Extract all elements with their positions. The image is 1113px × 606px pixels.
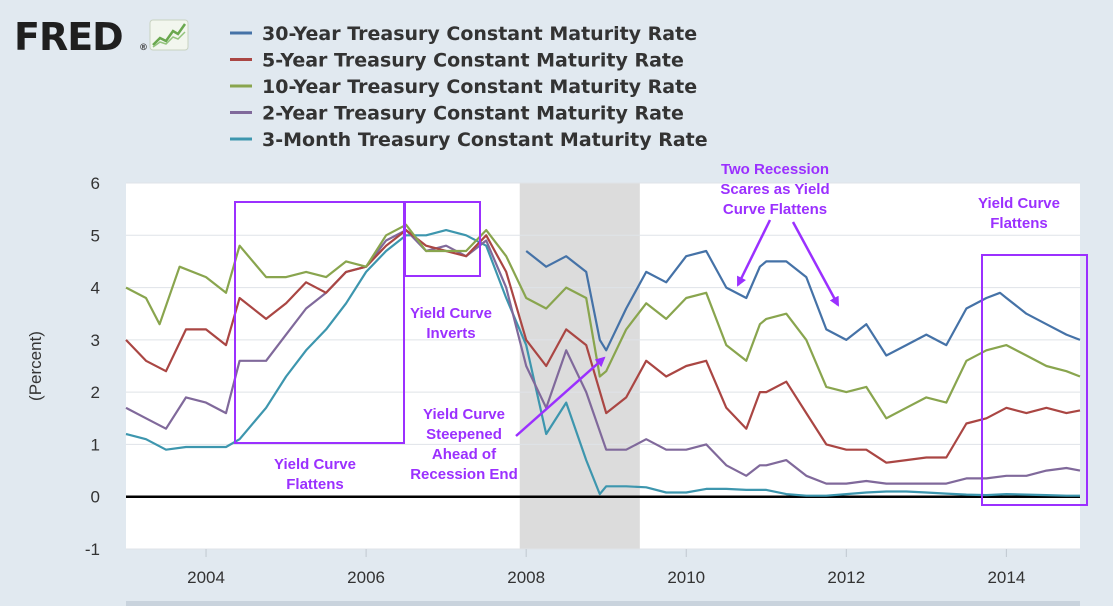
legend-item: 5-Year Treasury Constant Maturity Rate xyxy=(262,50,684,72)
flatten-box-left xyxy=(234,201,405,444)
annotation-line: Ahead of xyxy=(432,446,497,463)
series-line-three-month xyxy=(125,229,1080,497)
annotation-line: Yield Curve xyxy=(274,456,356,473)
x-axis: 2004 2006 2008 2010 2012 2014 xyxy=(187,549,1025,587)
annotation-line: Flattens xyxy=(286,476,344,493)
series-line-two-year xyxy=(125,229,1081,485)
annotation-line: Flattens xyxy=(990,215,1048,232)
series-line-five-year xyxy=(125,229,1081,464)
annotation-line: Yield Curve xyxy=(410,305,492,322)
logo-registered: ® xyxy=(139,43,148,53)
series-layer xyxy=(125,223,1081,497)
scare-arrow-right xyxy=(791,221,840,307)
fred-logo: FRED ® xyxy=(14,15,189,59)
scare-arrow-left xyxy=(736,219,772,287)
annotation-inverts: Yield Curve Inverts xyxy=(410,305,492,342)
annotation-line: Yield Curve xyxy=(423,406,505,423)
annotation-line: Recession End xyxy=(410,466,518,483)
y-axis: 6 5 4 3 2 1 0 -1 xyxy=(85,174,100,559)
y-tick-label: 2 xyxy=(91,383,100,402)
annotation-line: Steepened xyxy=(426,426,502,443)
annotation-line: Yield Curve xyxy=(978,195,1060,212)
legend: 30-Year Treasury Constant Maturity Rate 5… xyxy=(230,23,708,151)
steepened-arrow xyxy=(515,356,606,437)
logo-text: FRED xyxy=(14,15,123,59)
x-tick-label: 2004 xyxy=(187,568,225,587)
legend-item: 3-Month Treasury Constant Maturity Rate xyxy=(262,129,708,151)
flatten-box-right xyxy=(981,254,1088,506)
y-tick-label: 5 xyxy=(91,226,100,245)
x-tick-label: 2010 xyxy=(667,568,705,587)
annotation-line: Scares as Yield xyxy=(720,181,829,198)
y-tick-label: 4 xyxy=(91,279,100,298)
y-tick-label: 6 xyxy=(91,174,100,193)
navigator-strip[interactable] xyxy=(126,601,1080,606)
x-tick-label: 2012 xyxy=(827,568,865,587)
x-tick-label: 2014 xyxy=(987,568,1025,587)
y-axis-label: (Percent) xyxy=(26,331,45,401)
y-tick-label: 0 xyxy=(91,488,100,507)
annotation-flattens-left: Yield Curve Flattens xyxy=(274,456,356,493)
x-tick-label: 2006 xyxy=(347,568,385,587)
y-tick-label: 1 xyxy=(91,435,100,454)
annotation-line: Curve Flattens xyxy=(723,201,827,218)
y-tick-label: -1 xyxy=(85,540,100,559)
series-line-thirty-year xyxy=(525,249,1081,357)
annotation-flattens-right: Yield Curve Flattens xyxy=(978,195,1060,232)
annotation-steepened: Yield Curve Steepened Ahead of Recession… xyxy=(410,406,518,483)
annotation-line: Two Recession xyxy=(721,161,829,178)
y-tick-label: 3 xyxy=(91,331,100,350)
legend-item: 10-Year Treasury Constant Maturity Rate xyxy=(262,76,697,98)
annotation-arrows xyxy=(515,219,840,437)
x-tick-label: 2008 xyxy=(507,568,545,587)
inversion-box xyxy=(404,201,481,277)
legend-item: 2-Year Treasury Constant Maturity Rate xyxy=(262,103,684,125)
annotation-line: Inverts xyxy=(426,325,475,342)
annotation-recession-scares: Two Recession Scares as Yield Curve Flat… xyxy=(720,161,829,218)
series-line-ten-year xyxy=(125,223,1081,420)
recession-shading xyxy=(519,183,640,549)
legend-item: 30-Year Treasury Constant Maturity Rate xyxy=(262,23,697,45)
annotation-boxes xyxy=(234,201,1088,506)
logo-chart-icon xyxy=(149,19,189,51)
